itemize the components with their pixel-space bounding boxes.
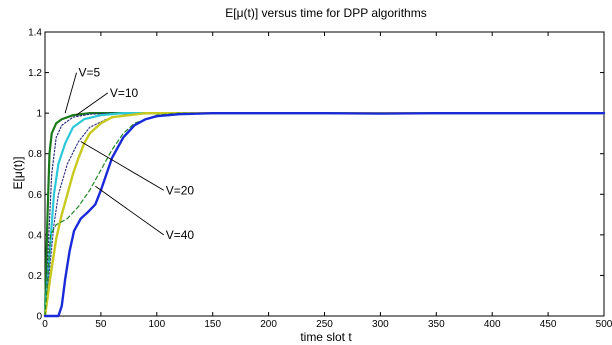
x-tick-label: 400 [484,319,501,330]
annotation-label: V=20 [166,183,195,197]
x-tick-label: 100 [148,319,165,330]
x-tick-label: 150 [204,319,221,330]
series-line-2 [43,112,606,318]
annotation-arrow [80,141,164,191]
series-line-3 [44,112,605,317]
y-axis-label: E[μ(t)] [11,157,25,190]
series-line-0 [43,112,606,318]
y-tick-label: 0 [36,312,42,323]
annotation-label: V=10 [110,86,139,100]
y-tick-label: 0.2 [28,271,42,282]
x-tick-label: 200 [260,319,277,330]
annotation-label: V=5 [79,66,101,80]
chart-title: E[μ(t)] versus time for DPP algorithms [225,6,426,20]
y-tick-label: 0.4 [28,230,42,241]
annotation-label: V=40 [166,228,195,242]
x-tick-label: 300 [372,319,389,330]
annotation-arrow [95,185,165,236]
series-line-5 [44,112,605,317]
x-tick-label: 0 [42,319,48,330]
x-tick-label: 450 [540,319,557,330]
series-line-1 [44,112,605,317]
plot-frame [44,31,605,317]
series-line-4 [43,111,606,318]
annotation-arrow [76,92,109,116]
series-line-6 [43,111,606,318]
y-tick-label: 1.2 [28,68,42,79]
x-tick-label: 500 [596,319,612,330]
annotation-arrow [64,72,77,114]
x-axis-label: time slot t [300,330,352,344]
x-tick-label: 250 [316,319,333,330]
y-tick-label: 0.6 [28,190,42,201]
y-tick-label: 1.4 [28,28,42,39]
x-tick-label: 350 [428,319,445,330]
plot-area: 0 50 100 150 200 250 300 350 400 450 500 0 0.2 0.4 0.6… [28,28,612,331]
y-tick-label: 0.8 [28,149,42,160]
x-tick-label: 50 [95,319,107,330]
y-tick-label: 1 [36,109,42,120]
